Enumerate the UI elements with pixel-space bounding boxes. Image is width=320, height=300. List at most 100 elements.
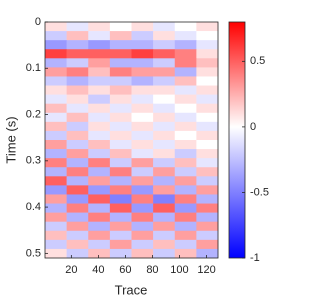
heatmap-cell <box>109 67 132 77</box>
heatmap-cell <box>174 185 197 195</box>
heatmap-cell <box>45 103 67 114</box>
heatmap-cell <box>109 158 132 168</box>
heatmap-cell <box>66 40 89 50</box>
heatmap-cell <box>66 212 89 222</box>
heatmap-cell <box>109 76 132 86</box>
heatmap-cell <box>153 185 176 195</box>
heatmap-cell <box>88 230 111 241</box>
heatmap-cell <box>131 130 154 141</box>
heatmap-cell <box>153 112 176 123</box>
heatmap-cell <box>174 176 197 186</box>
heatmap-cell <box>66 194 89 204</box>
heatmap-cell <box>196 103 219 114</box>
heatmap-cell <box>45 149 67 159</box>
heatmap-cell <box>45 49 67 59</box>
heatmap-cell <box>153 130 176 141</box>
heatmap-cell <box>131 185 154 195</box>
heatmap-cell <box>196 22 219 32</box>
heatmap-cell <box>196 94 219 104</box>
heatmap-cell <box>174 212 197 222</box>
heatmap-cell <box>153 176 176 186</box>
heatmap-cell <box>66 94 89 104</box>
heatmap-cell <box>131 58 154 68</box>
heatmap-cell <box>66 31 89 41</box>
heatmap-cell <box>153 121 176 132</box>
heatmap-cell <box>196 176 219 186</box>
heatmap-cell <box>45 230 67 241</box>
heatmap-cell <box>131 230 154 241</box>
heatmap-cell <box>153 194 176 204</box>
heatmap-cell <box>153 212 176 222</box>
heatmap-cell <box>45 203 67 213</box>
heatmap-cell <box>131 212 154 222</box>
heatmap-cell <box>174 94 197 104</box>
heatmap-cell <box>109 194 132 204</box>
heatmap-cell <box>174 221 197 232</box>
heatmap-cell <box>131 121 154 132</box>
heatmap-cell <box>131 76 154 86</box>
heatmap-cell <box>88 203 111 213</box>
heatmap-cell <box>131 112 154 123</box>
heatmap-cell <box>66 239 89 250</box>
heatmap-cell <box>196 49 219 59</box>
heatmap-cell <box>174 31 197 41</box>
x-tick-label: 40 <box>92 264 104 276</box>
y-tick-label: 0 <box>35 16 41 28</box>
heatmap-cell <box>88 49 111 59</box>
heatmap-cell <box>88 149 111 159</box>
heatmap-cell <box>131 194 154 204</box>
heatmap-cell <box>196 121 219 132</box>
heatmap-cell <box>153 85 176 95</box>
heatmap-cell <box>174 239 197 250</box>
heatmap-cell <box>131 67 154 77</box>
heatmap-cell <box>174 67 197 77</box>
heatmap-cell <box>88 248 111 259</box>
heatmap-cell <box>109 230 132 241</box>
heatmap-cell <box>174 76 197 86</box>
heatmap-cell <box>88 40 111 50</box>
heatmap-cell <box>109 40 132 50</box>
heatmap-cell <box>196 212 219 222</box>
heatmap-cell <box>196 230 219 241</box>
heatmap-cell <box>153 230 176 241</box>
heatmap-cell <box>88 176 111 186</box>
heatmap-cell <box>131 103 154 114</box>
heatmap-cell <box>88 221 111 232</box>
heatmap-cell <box>131 176 154 186</box>
heatmap-cell <box>66 140 89 150</box>
plot-frame <box>44 21 219 259</box>
heatmap-cell <box>88 185 111 195</box>
heatmap-cell <box>174 203 197 213</box>
heatmap-cell <box>153 49 176 59</box>
heatmap-cell <box>153 221 176 232</box>
heatmap-cell <box>196 149 219 159</box>
heatmap-cell <box>174 158 197 168</box>
heatmap-cell <box>196 167 219 177</box>
heatmap-cell <box>66 230 89 241</box>
heatmap-cell <box>66 149 89 159</box>
heatmap-cell <box>196 58 219 68</box>
heatmap-cell <box>109 167 132 177</box>
heatmap-cell <box>45 212 67 222</box>
heatmap-cell <box>45 31 67 41</box>
heatmap-cell <box>131 22 154 32</box>
heatmap-cell <box>174 112 197 123</box>
heatmap-cell <box>196 185 219 195</box>
heatmap-cell <box>174 149 197 159</box>
heatmap-cell <box>131 31 154 41</box>
heatmap-cell <box>45 158 67 168</box>
heatmap-cell <box>66 203 89 213</box>
heatmap-cell <box>45 140 67 150</box>
heatmap-cell <box>109 103 132 114</box>
heatmap-cell <box>45 194 67 204</box>
heatmap-cell <box>88 130 111 141</box>
heatmap-cell <box>153 103 176 114</box>
heatmap-cell <box>196 40 219 50</box>
heatmap-cell <box>153 248 176 259</box>
heatmap-cell <box>109 212 132 222</box>
heatmap-cell <box>45 176 67 186</box>
heatmap-cell <box>131 85 154 95</box>
y-axis-label: Time (s) <box>3 116 18 163</box>
colorbar-tick-label: -0.5 <box>250 186 269 198</box>
heatmap-cell <box>88 239 111 250</box>
